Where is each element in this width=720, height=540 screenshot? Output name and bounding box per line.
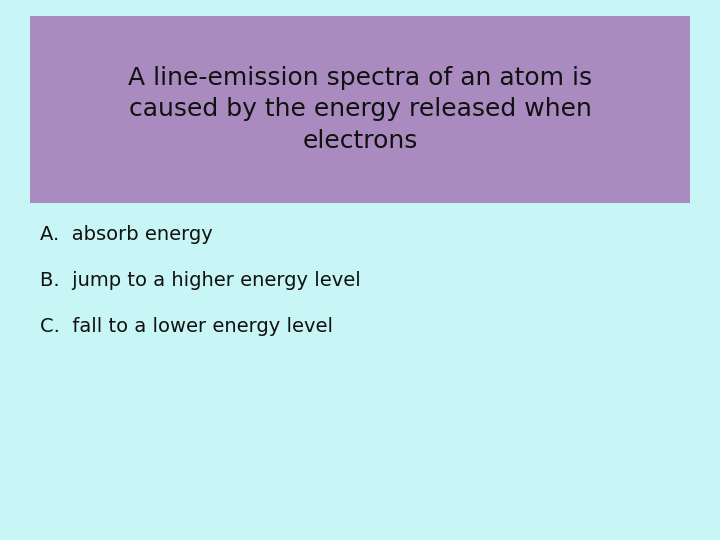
Text: C.  fall to a lower energy level: C. fall to a lower energy level <box>40 317 333 336</box>
Text: A line-emission spectra of an atom is
caused by the energy released when
electro: A line-emission spectra of an atom is ca… <box>128 66 592 153</box>
Text: B.  jump to a higher energy level: B. jump to a higher energy level <box>40 271 360 291</box>
FancyBboxPatch shape <box>30 16 690 202</box>
Text: A.  absorb energy: A. absorb energy <box>40 225 212 245</box>
